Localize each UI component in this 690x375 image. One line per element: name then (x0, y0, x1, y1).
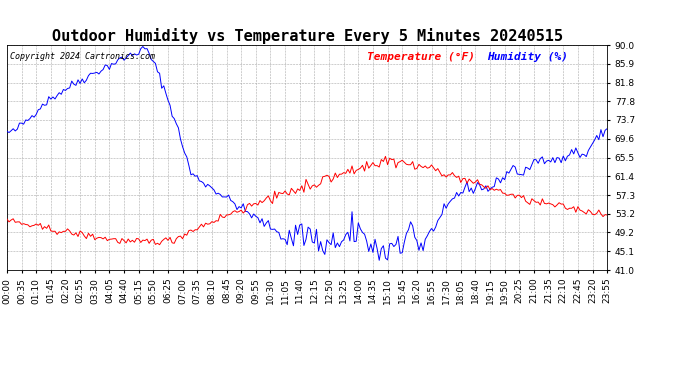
Text: Copyright 2024 Cartronics.com: Copyright 2024 Cartronics.com (10, 52, 155, 61)
Text: Humidity (%): Humidity (%) (487, 52, 568, 62)
Text: Temperature (°F): Temperature (°F) (367, 52, 475, 62)
Title: Outdoor Humidity vs Temperature Every 5 Minutes 20240515: Outdoor Humidity vs Temperature Every 5 … (52, 28, 562, 44)
